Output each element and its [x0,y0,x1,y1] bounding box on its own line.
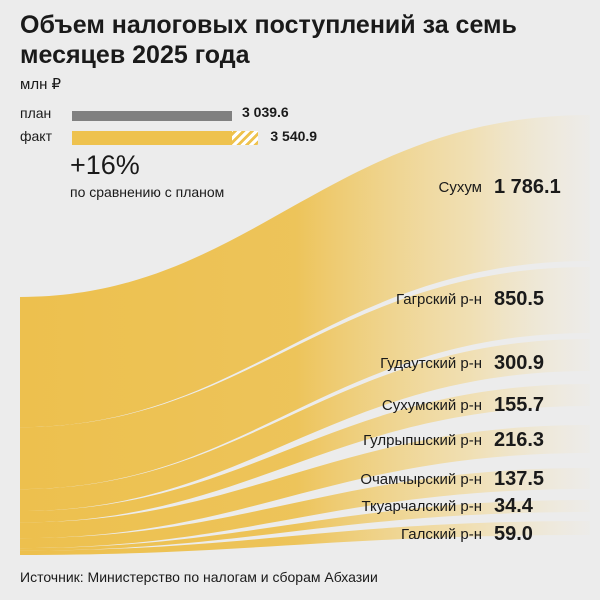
plan-label: план [20,105,52,121]
region-name: Сухумский р-н [381,397,482,414]
growth-note: по сравнению с планом [70,184,225,200]
fact-label: факт [20,128,52,144]
flow-band [20,521,590,555]
plan-value: 3 039.6 [242,104,289,120]
flow-band [20,115,590,428]
region-name: Гулрыпшский р-н [363,432,482,449]
region-value: 59.0 [494,523,533,545]
plan-bar [72,111,232,121]
fact-value: 3 540.9 [270,128,318,144]
region-name: Ткуарчалский р-н [361,498,482,515]
flow-band [20,384,590,523]
region-value: 216.3 [494,429,545,451]
region-value: 300.9 [494,352,545,374]
chart-title: Объем налоговых поступлений за семь меся… [20,11,517,69]
flow-band [20,468,590,549]
flow-band [20,425,590,539]
fact-bar [72,131,259,145]
region-name: Гудаутский р-н [380,355,482,372]
source-note: Источник: Министерство по налогам и сбор… [20,569,378,585]
unit-label: млн ₽ [20,76,62,93]
region-value: 137.5 [494,468,545,490]
flow-band [20,500,590,551]
region-value: 34.4 [494,495,533,517]
flow-band [20,339,590,512]
region-name: Галский р-н [401,526,482,543]
region-name: Гагрский р-н [395,291,482,308]
region-value: 1 786.1 [494,176,561,198]
region-name: Сухум [438,179,482,196]
flow-band [20,267,590,490]
growth-percent: +16% [70,150,140,180]
region-value: 155.7 [494,394,545,416]
region-name: Очамчырский р-н [360,471,482,488]
region-value: 850.5 [494,288,545,310]
